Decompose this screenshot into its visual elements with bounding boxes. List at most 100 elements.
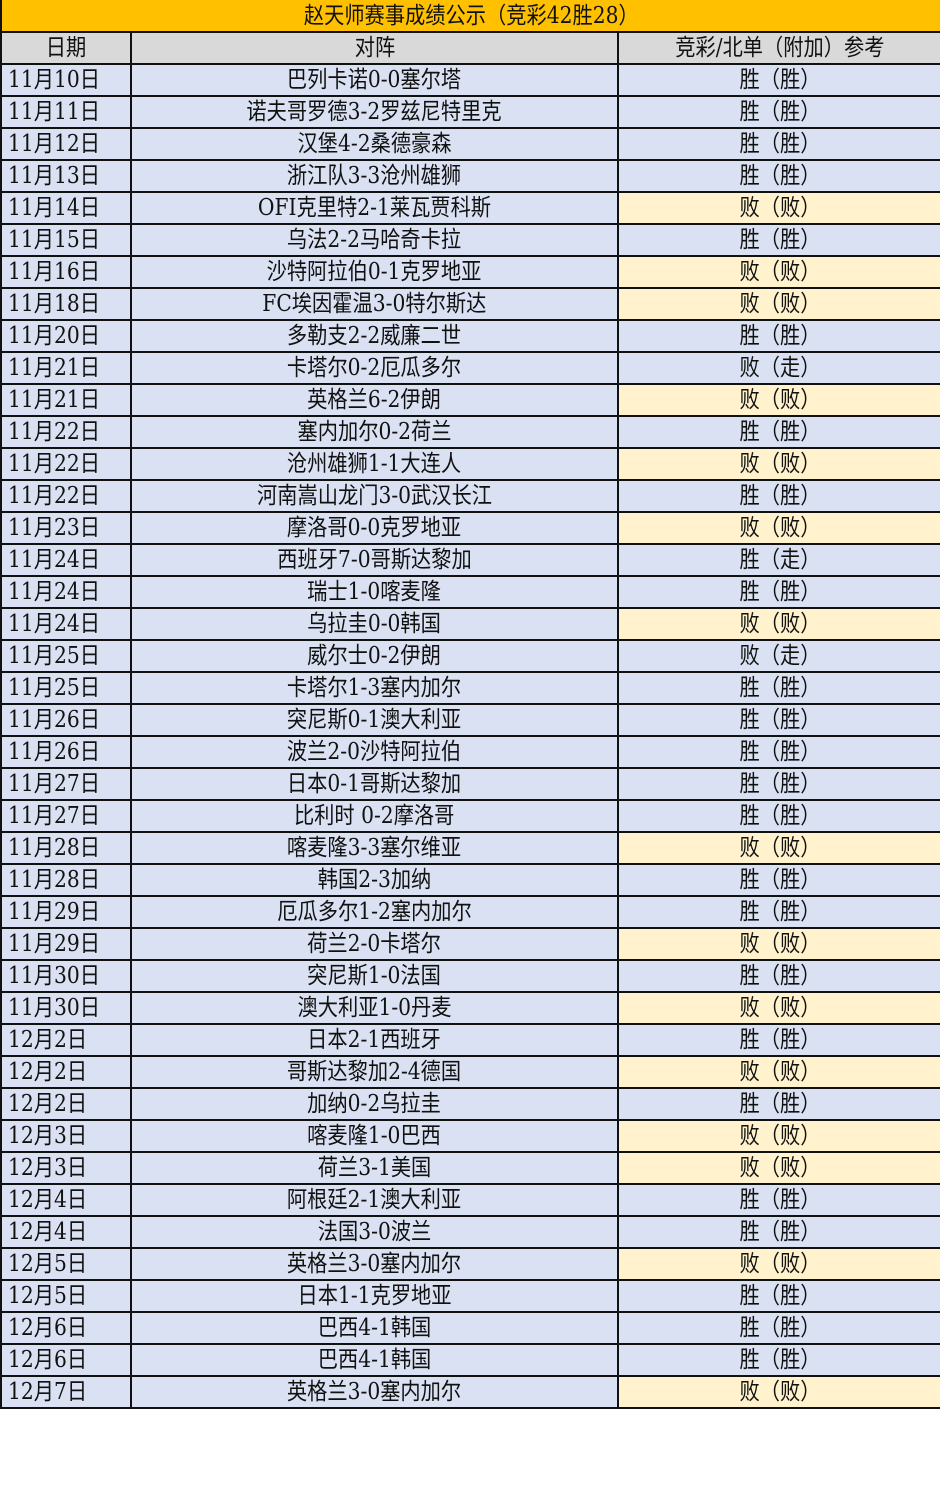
match-cell-text: 沧州雄狮1-1大连人 <box>287 451 462 477</box>
result-cell-text: 胜（胜） <box>739 131 820 157</box>
match-cell: 塞内加尔0-2荷兰 <box>130 415 619 449</box>
result-cell-text: 胜（胜） <box>739 67 820 93</box>
date-cell-text: 11月23日 <box>8 515 101 541</box>
match-cell-text: 乌拉圭0-0韩国 <box>307 611 442 637</box>
match-cell: 日本0-1哥斯达黎加 <box>130 767 619 801</box>
table-row: 11月21日 卡塔尔0-2厄瓜多尔 败（走） <box>0 351 940 385</box>
result-cell: 胜（胜） <box>617 959 940 993</box>
date-cell-text: 11月24日 <box>8 547 101 573</box>
match-cell: 突尼斯1-0法国 <box>130 959 619 993</box>
match-cell: 日本2-1西班牙 <box>130 1023 619 1057</box>
date-cell-text: 12月7日 <box>8 1379 88 1405</box>
match-cell: 瑞士1-0喀麦隆 <box>130 575 619 609</box>
table-row: 11月26日 突尼斯0-1澳大利亚 胜（胜） <box>0 703 940 737</box>
match-cell: 诺夫哥罗德3-2罗兹尼特里克 <box>130 95 619 129</box>
table-row: 11月27日 日本0-1哥斯达黎加 胜（胜） <box>0 767 940 801</box>
date-cell-text: 11月15日 <box>8 227 101 253</box>
match-cell-text: 巴西4-1韩国 <box>317 1315 432 1341</box>
date-cell: 11月14日 <box>0 191 132 225</box>
date-cell: 12月6日 <box>0 1311 132 1345</box>
table-row: 11月22日 河南嵩山龙门3-0武汉长江 胜（胜） <box>0 479 940 513</box>
table-row: 11月11日 诺夫哥罗德3-2罗兹尼特里克 胜（胜） <box>0 95 940 129</box>
date-cell-text: 11月16日 <box>8 259 101 285</box>
result-cell: 胜（胜） <box>617 319 940 353</box>
result-cell: 胜（胜） <box>617 895 940 929</box>
date-cell: 11月26日 <box>0 703 132 737</box>
date-cell: 12月4日 <box>0 1215 132 1249</box>
date-cell-text: 11月22日 <box>8 483 101 509</box>
table-row: 11月22日 沧州雄狮1-1大连人 败（败） <box>0 447 940 481</box>
result-cell: 败（败） <box>617 991 940 1025</box>
table-row: 11月29日 荷兰2-0卡塔尔 败（败） <box>0 927 940 961</box>
result-cell-text: 胜（胜） <box>739 1283 820 1309</box>
match-cell: OFI克里特2-1莱瓦贾科斯 <box>130 191 619 225</box>
match-cell: 喀麦隆3-3塞尔维亚 <box>130 831 619 865</box>
match-cell: 卡塔尔1-3塞内加尔 <box>130 671 619 705</box>
result-cell-text: 败（败） <box>739 1155 820 1181</box>
date-cell-text: 12月4日 <box>8 1187 88 1213</box>
match-cell: 西班牙7-0哥斯达黎加 <box>130 543 619 577</box>
match-cell: 荷兰3-1美国 <box>130 1151 619 1185</box>
result-cell: 败（败） <box>617 511 940 545</box>
match-cell-text: 英格兰6-2伊朗 <box>307 387 442 413</box>
match-cell-text: 厄瓜多尔1-2塞内加尔 <box>277 899 472 925</box>
result-cell: 败（走） <box>617 351 940 385</box>
date-cell-text: 11月11日 <box>8 99 101 125</box>
table-row: 11月10日 巴列卡诺0-0塞尔塔 胜（胜） <box>0 63 940 97</box>
match-cell-text: 浙江队3-3沧州雄狮 <box>287 163 462 189</box>
header-result: 竞彩/北单（附加）参考 <box>617 31 940 65</box>
result-cell: 胜（胜） <box>617 799 940 833</box>
table-row: 11月13日 浙江队3-3沧州雄狮 胜（胜） <box>0 159 940 193</box>
result-cell: 胜（胜） <box>617 1183 940 1217</box>
result-cell: 胜（胜） <box>617 415 940 449</box>
result-cell: 败（败） <box>617 191 940 225</box>
date-cell: 11月22日 <box>0 447 132 481</box>
result-cell-text: 胜（胜） <box>739 163 820 189</box>
date-cell: 12月5日 <box>0 1247 132 1281</box>
result-cell: 胜（胜） <box>617 1279 940 1313</box>
table-row: 11月24日 西班牙7-0哥斯达黎加 胜（走） <box>0 543 940 577</box>
table-row: 11月25日 威尔士0-2伊朗 败（走） <box>0 639 940 673</box>
date-cell: 12月7日 <box>0 1375 132 1409</box>
match-cell: 日本1-1克罗地亚 <box>130 1279 619 1313</box>
result-cell: 胜（胜） <box>617 575 940 609</box>
match-cell: 哥斯达黎加2-4德国 <box>130 1055 619 1089</box>
date-cell-text: 11月22日 <box>8 451 101 477</box>
match-cell-text: 卡塔尔0-2厄瓜多尔 <box>287 355 462 381</box>
header-date-text: 日期 <box>45 35 87 61</box>
result-cell-text: 败（败） <box>739 1123 820 1149</box>
table-row: 11月15日 乌法2-2马哈奇卡拉 胜（胜） <box>0 223 940 257</box>
date-cell-text: 12月4日 <box>8 1219 88 1245</box>
result-cell-text: 胜（胜） <box>739 963 820 989</box>
result-cell: 胜（胜） <box>617 159 940 193</box>
date-cell: 11月28日 <box>0 863 132 897</box>
date-cell: 11月27日 <box>0 799 132 833</box>
result-cell-text: 胜（胜） <box>739 1315 820 1341</box>
date-cell: 11月12日 <box>0 127 132 161</box>
date-cell: 11月27日 <box>0 767 132 801</box>
result-cell-text: 败（败） <box>739 451 820 477</box>
date-cell-text: 11月24日 <box>8 579 101 605</box>
date-cell-text: 12月2日 <box>8 1027 88 1053</box>
date-cell-text: 12月3日 <box>8 1155 88 1181</box>
match-cell: 波兰2-0沙特阿拉伯 <box>130 735 619 769</box>
date-cell: 11月23日 <box>0 511 132 545</box>
result-cell: 败（败） <box>617 1151 940 1185</box>
date-cell: 11月21日 <box>0 383 132 417</box>
date-cell-text: 11月27日 <box>8 803 101 829</box>
result-cell-text: 败（败） <box>739 1251 820 1277</box>
table-row: 11月24日 乌拉圭0-0韩国 败（败） <box>0 607 940 641</box>
result-cell-text: 胜（胜） <box>739 1219 820 1245</box>
table-row: 12月2日 日本2-1西班牙 胜（胜） <box>0 1023 940 1057</box>
date-cell: 12月4日 <box>0 1183 132 1217</box>
result-cell: 败（败） <box>617 1119 940 1153</box>
date-cell-text: 11月26日 <box>8 739 101 765</box>
result-cell: 胜（胜） <box>617 703 940 737</box>
match-cell-text: 诺夫哥罗德3-2罗兹尼特里克 <box>246 99 503 125</box>
table-row: 11月27日 比利时 0-2摩洛哥 胜（胜） <box>0 799 940 833</box>
match-cell-text: 卡塔尔1-3塞内加尔 <box>287 675 462 701</box>
match-cell: 喀麦隆1-0巴西 <box>130 1119 619 1153</box>
table-row: 12月2日 哥斯达黎加2-4德国 败（败） <box>0 1055 940 1089</box>
result-cell-text: 胜（胜） <box>739 1347 820 1373</box>
date-cell: 11月28日 <box>0 831 132 865</box>
